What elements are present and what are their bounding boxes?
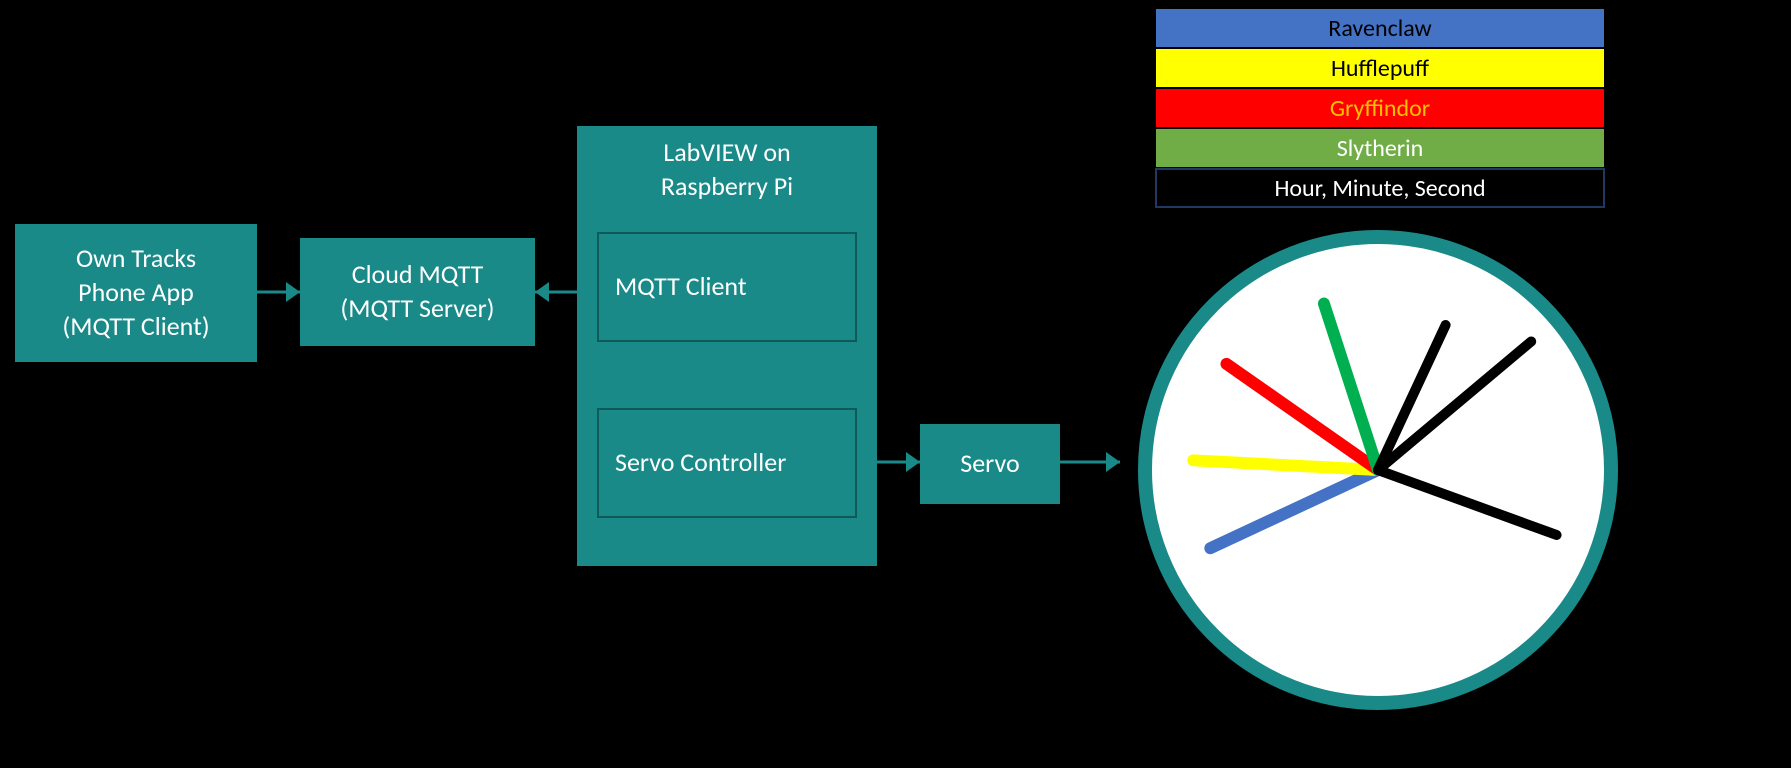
servo-controller-label: Servo Controller: [599, 446, 855, 480]
l3: (MQTT Client): [62, 310, 209, 342]
l2: Phone App: [78, 276, 194, 308]
servo-box: Servo: [920, 424, 1060, 504]
labview-title: LabVIEW on Raspberry Pi: [577, 126, 877, 204]
owntracks-label: Own Tracks Phone App (MQTT Client): [15, 242, 257, 343]
legend-row-ravenclaw: Ravenclaw: [1155, 8, 1605, 48]
cloudmqtt-box: Cloud MQTT (MQTT Server): [300, 238, 535, 346]
l1: Own Tracks: [76, 242, 196, 274]
cloudmqtt-label: Cloud MQTT (MQTT Server): [300, 258, 535, 326]
mqtt-client-box: MQTT Client: [597, 232, 857, 342]
l2: (MQTT Server): [340, 292, 494, 324]
servo-controller-box: Servo Controller: [597, 408, 857, 518]
legend-row-hour-minute-second: Hour, Minute, Second: [1155, 168, 1605, 208]
l1: Cloud MQTT: [352, 258, 484, 290]
servo-label: Servo: [920, 447, 1060, 481]
mqtt-client-label: MQTT Client: [599, 270, 855, 304]
clock: [1134, 226, 1622, 714]
legend-row-gryffindor: Gryffindor: [1155, 88, 1605, 128]
l2: Raspberry Pi: [661, 170, 793, 202]
legend-row-hufflepuff: Hufflepuff: [1155, 48, 1605, 88]
l1: LabVIEW on: [663, 136, 790, 168]
owntracks-box: Own Tracks Phone App (MQTT Client): [15, 224, 257, 362]
legend-row-slytherin: Slytherin: [1155, 128, 1605, 168]
